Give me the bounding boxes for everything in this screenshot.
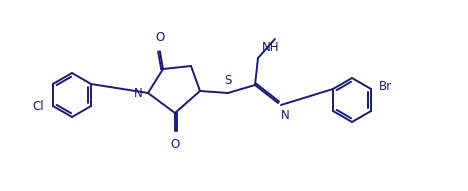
Text: O: O <box>170 138 180 151</box>
Text: S: S <box>224 74 232 87</box>
Text: N: N <box>134 87 143 100</box>
Text: Cl: Cl <box>32 100 44 112</box>
Text: N: N <box>281 109 290 122</box>
Text: Br: Br <box>379 79 392 92</box>
Text: NH: NH <box>262 41 279 54</box>
Text: O: O <box>155 31 164 44</box>
